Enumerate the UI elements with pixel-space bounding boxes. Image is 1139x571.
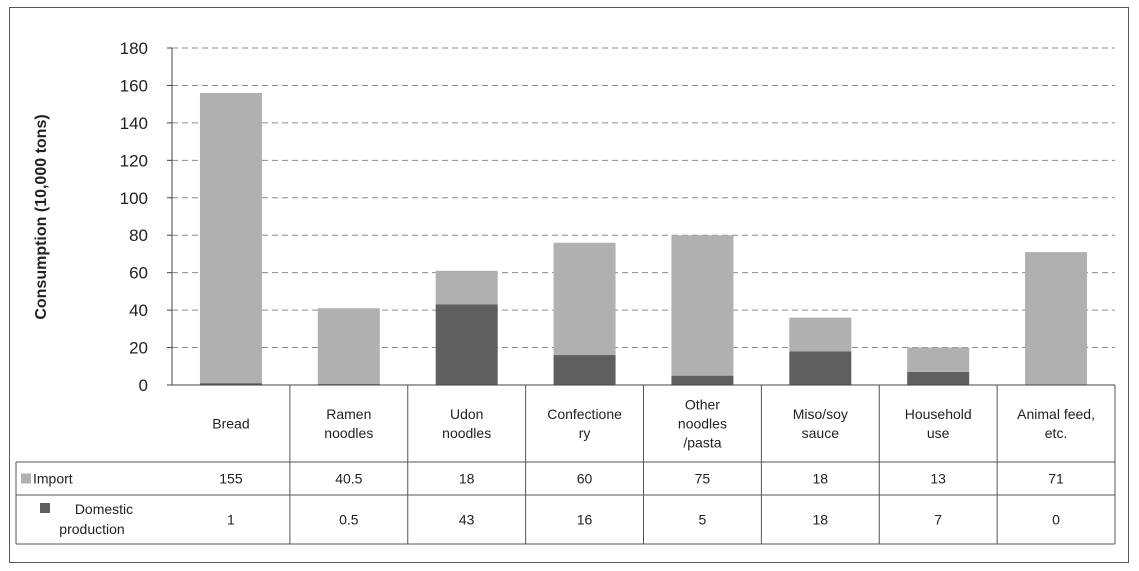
bar-domestic-production — [553, 355, 616, 385]
chart-frame — [9, 7, 1129, 563]
bar-import — [907, 347, 970, 372]
category-label: Household use — [905, 406, 972, 441]
y-tick-label: 120 — [120, 151, 148, 170]
y-tick-label: 80 — [129, 226, 148, 245]
legend-swatch-import — [21, 473, 31, 484]
table-cell-import: 18 — [813, 471, 829, 487]
table-cell-domestic: 0 — [1052, 512, 1060, 528]
category-label: Confectione ry — [547, 406, 622, 441]
y-tick-label: 40 — [129, 301, 148, 320]
bar-import — [435, 270, 498, 305]
table-cell-import: 71 — [1048, 471, 1064, 487]
legend-label-domestic: Domestic production — [59, 501, 133, 537]
legend-label-import: Import — [33, 471, 73, 487]
table-cell-domestic: 0.5 — [339, 512, 359, 528]
category-label: Bread — [212, 416, 249, 432]
bar-import — [317, 308, 380, 385]
y-tick-label: 20 — [129, 339, 148, 358]
bars — [199, 92, 1088, 385]
table-cell-import: 155 — [219, 471, 243, 487]
category-label: Animal feed, etc. — [1017, 406, 1095, 441]
data-table: Bread Ramen noodles Udon noodles Confectione r… — [15, 385, 1116, 545]
legend-swatch-domestic — [40, 503, 50, 513]
bar-domestic-production — [435, 304, 498, 385]
y-tick-label: 0 — [139, 376, 148, 395]
bar-import — [1025, 252, 1088, 385]
bar-domestic-production — [199, 383, 262, 385]
table-cell-import: 18 — [459, 471, 475, 487]
table-cell-import: 60 — [577, 471, 593, 487]
table-cell-domestic: 5 — [699, 512, 707, 528]
bar-import — [671, 235, 734, 376]
y-tick-label: 60 — [129, 264, 148, 283]
table-cell-domestic: 43 — [459, 512, 475, 528]
y-tick-label: 140 — [120, 114, 148, 133]
category-label: Miso/soy sauce — [793, 406, 848, 441]
category-label: Other noodles/pasta — [678, 397, 727, 451]
table-cell-import: 13 — [930, 471, 946, 487]
table-cell-domestic: 7 — [934, 512, 942, 528]
y-axis-title: Consumption (10,000 tons) — [33, 114, 50, 319]
y-tick-label: 160 — [120, 76, 148, 95]
y-tick-label: 100 — [120, 189, 148, 208]
bar-domestic-production — [907, 371, 970, 385]
bar-domestic-production — [671, 375, 734, 385]
table-cell-domestic: 16 — [577, 512, 593, 528]
category-label: Udon noodles — [442, 406, 491, 441]
table-cell-import: 75 — [695, 471, 711, 487]
bar-import — [553, 242, 616, 356]
gridlines — [172, 47, 1115, 349]
category-label: Ramen noodles — [324, 406, 373, 441]
table-cell-import: 40.5 — [335, 471, 362, 487]
table-cell-domestic: 1 — [227, 512, 235, 528]
bar-import — [789, 317, 852, 352]
axes: 0 20 40 60 80 100 120 140 160 180 — [120, 39, 1115, 395]
bar-domestic-production — [789, 351, 852, 385]
table-cell-domestic: 18 — [813, 512, 829, 528]
y-tick-label: 180 — [120, 39, 148, 58]
bar-import — [199, 92, 262, 384]
